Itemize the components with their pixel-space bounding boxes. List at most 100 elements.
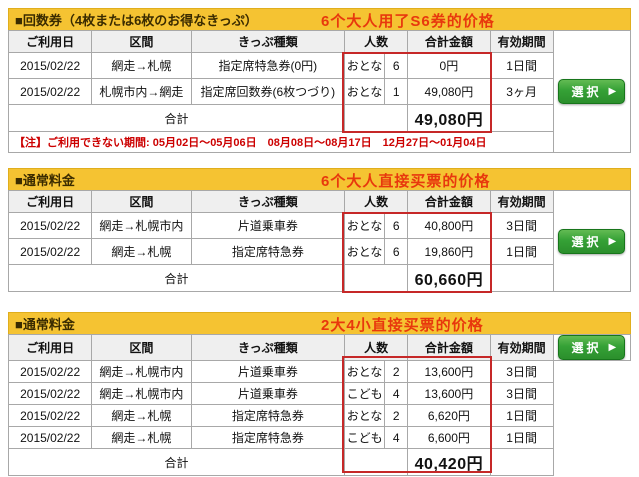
cell-passenger-type: こども <box>344 426 386 449</box>
section-title: ■通常料金 <box>15 173 75 188</box>
cell-validity: 1日間 <box>489 404 554 427</box>
cell-amount: 6,620円 <box>407 404 491 427</box>
cell-validity: 3日間 <box>489 382 554 405</box>
cell-passenger-type: こども <box>344 382 386 405</box>
select-button-cell: 選択 ▶ <box>552 30 632 153</box>
table-header-row: ご利用日 区間 きっぷ種類 人数 合計金額 有効期間 選択 ▶ <box>7 30 632 153</box>
total-amount: 49,080円 <box>407 104 491 132</box>
play-icon: ▶ <box>608 86 617 97</box>
cell-ticket-type: 指定席特急券 <box>190 238 346 265</box>
cell-date: 2015/02/22 <box>7 78 93 105</box>
select-button[interactable]: 選択 ▶ <box>558 228 626 254</box>
select-button[interactable]: 選択 ▶ <box>558 79 626 104</box>
cell-section: 網走→札幌市内 <box>91 382 192 405</box>
cell-ticket-type: 指定席特急券(0円) <box>190 52 346 79</box>
price-annotation: 6个大人直接买票的价格 <box>321 173 491 190</box>
col-header-ticket-type: きっぷ種類 <box>190 190 346 213</box>
price-annotation: 6个大人用了S6券的价格 <box>321 13 495 30</box>
note-row: 【注】ご利用できない期間: 05月02日～05月06日 08月08日～08月17… <box>8 131 631 153</box>
total-row: 合計 60,660円 <box>7 264 631 292</box>
cell-amount: 13,600円 <box>407 382 491 405</box>
cell-date: 2015/02/22 <box>7 52 93 79</box>
total-count-empty <box>344 104 409 132</box>
total-count-empty <box>344 448 409 476</box>
normal-fare-section-family: ■通常料金 2大4小直接买票的价格 ご利用日 区間 きっぷ種類 人数 合計金額 … <box>7 312 632 476</box>
col-header-section: 区間 <box>91 334 192 361</box>
section-title-bar: ■通常料金 2大4小直接买票的价格 <box>8 312 631 334</box>
fare-row: 2015/02/22 網走→札幌市内 片道乗車券 こども 4 13,600円 3… <box>7 382 631 405</box>
total-label: 合計 <box>7 104 346 132</box>
cell-section: 網走→札幌市内 <box>91 212 192 239</box>
cell-section: 札幌市内→網走 <box>91 78 192 105</box>
col-header-total: 合計金額 <box>407 334 491 361</box>
cell-date: 2015/02/22 <box>7 360 93 383</box>
cell-passenger-count: 4 <box>384 426 409 449</box>
unavailable-periods-note: 【注】ご利用できない期間: 05月02日～05月06日 08月08日～08月17… <box>8 131 554 153</box>
fare-row: 2015/02/22 網走→札幌 指定席特急券 おとな 2 6,620円 1日間 <box>7 404 631 427</box>
cell-date: 2015/02/22 <box>7 426 93 449</box>
col-header-total: 合計金額 <box>407 30 491 53</box>
col-header-validity: 有効期間 <box>489 190 554 213</box>
cell-date: 2015/02/22 <box>7 238 93 265</box>
section-title-bar: ■通常料金 6个大人直接买票的价格 <box>8 168 631 190</box>
cell-passenger-count: 2 <box>384 360 409 383</box>
cell-amount: 13,600円 <box>407 360 491 383</box>
cell-ticket-type: 指定席特急券 <box>190 426 346 449</box>
cell-amount: 40,800円 <box>407 212 491 239</box>
fare-row: 2015/02/22 網走→札幌 指定席特急券(0円) おとな 6 0円 1日間 <box>7 52 631 79</box>
total-label: 合計 <box>7 448 346 476</box>
total-validity-empty <box>489 264 554 292</box>
cell-passenger-count: 6 <box>384 238 409 265</box>
col-header-date: ご利用日 <box>7 334 93 361</box>
col-header-count: 人数 <box>344 30 409 53</box>
cell-ticket-type: 片道乗車券 <box>190 382 346 405</box>
total-row: 合計 49,080円 <box>7 104 631 132</box>
total-validity-empty <box>489 104 554 132</box>
cell-passenger-type: おとな <box>344 78 386 105</box>
col-header-count: 人数 <box>344 334 409 361</box>
fare-row: 2015/02/22 網走→札幌 指定席特急券 おとな 6 19,860円 1日… <box>7 238 631 265</box>
cell-passenger-type: おとな <box>344 404 386 427</box>
col-header-ticket-type: きっぷ種類 <box>190 334 346 361</box>
col-header-validity: 有効期間 <box>489 30 554 53</box>
cell-validity: 3ヶ月 <box>489 78 554 105</box>
fare-table: ご利用日 区間 きっぷ種類 人数 合計金額 有効期間 選択 ▶ 2015/02/2… <box>7 190 632 292</box>
cell-passenger-type: おとな <box>344 238 386 265</box>
fare-row: 2015/02/22 札幌市内→網走 指定席回数券(6枚つづり) おとな 1 4… <box>7 78 631 105</box>
total-row: 合計 40,420円 <box>7 448 631 476</box>
cell-passenger-count: 1 <box>384 78 409 105</box>
cell-ticket-type: 指定席回数券(6枚つづり) <box>190 78 346 105</box>
select-button-cell: 選択 ▶ <box>552 334 632 361</box>
cell-passenger-count: 6 <box>384 52 409 79</box>
cell-section: 網走→札幌 <box>91 426 192 449</box>
play-icon: ▶ <box>608 235 617 247</box>
section-title-bar: ■回数券（4枚または6枚のお得なきっぷ） 6个大人用了S6券的价格 <box>8 8 631 30</box>
coupon-ticket-section: ■回数券（4枚または6枚のお得なきっぷ） 6个大人用了S6券的价格 ご利用日 区… <box>7 8 632 153</box>
cell-validity: 1日間 <box>489 238 554 265</box>
cell-amount: 19,860円 <box>407 238 491 265</box>
cell-passenger-type: おとな <box>344 52 386 79</box>
col-header-section: 区間 <box>91 30 192 53</box>
total-amount: 60,660円 <box>407 264 491 292</box>
select-button[interactable]: 選択 ▶ <box>558 335 626 360</box>
fare-row: 2015/02/22 網走→札幌市内 片道乗車券 おとな 6 40,800円 3… <box>7 212 631 239</box>
col-header-date: ご利用日 <box>7 30 93 53</box>
cell-passenger-count: 4 <box>384 382 409 405</box>
cell-ticket-type: 指定席特急券 <box>190 404 346 427</box>
cell-passenger-type: おとな <box>344 360 386 383</box>
cell-section: 網走→札幌市内 <box>91 360 192 383</box>
select-button-label: 選択 <box>571 85 602 99</box>
cell-section: 網走→札幌 <box>91 52 192 79</box>
col-header-count: 人数 <box>344 190 409 213</box>
play-icon: ▶ <box>608 342 617 353</box>
table-header-row: ご利用日 区間 きっぷ種類 人数 合計金額 有効期間 選択 ▶ <box>7 190 632 292</box>
cell-section: 網走→札幌 <box>91 404 192 427</box>
col-header-total: 合計金額 <box>407 190 491 213</box>
col-header-ticket-type: きっぷ種類 <box>190 30 346 53</box>
cell-validity: 3日間 <box>489 360 554 383</box>
col-header-validity: 有効期間 <box>489 334 554 361</box>
cell-ticket-type: 片道乗車券 <box>190 360 346 383</box>
select-button-label: 選択 <box>571 341 602 355</box>
select-button-label: 選択 <box>571 234 602 249</box>
price-annotation: 2大4小直接买票的价格 <box>321 317 484 334</box>
